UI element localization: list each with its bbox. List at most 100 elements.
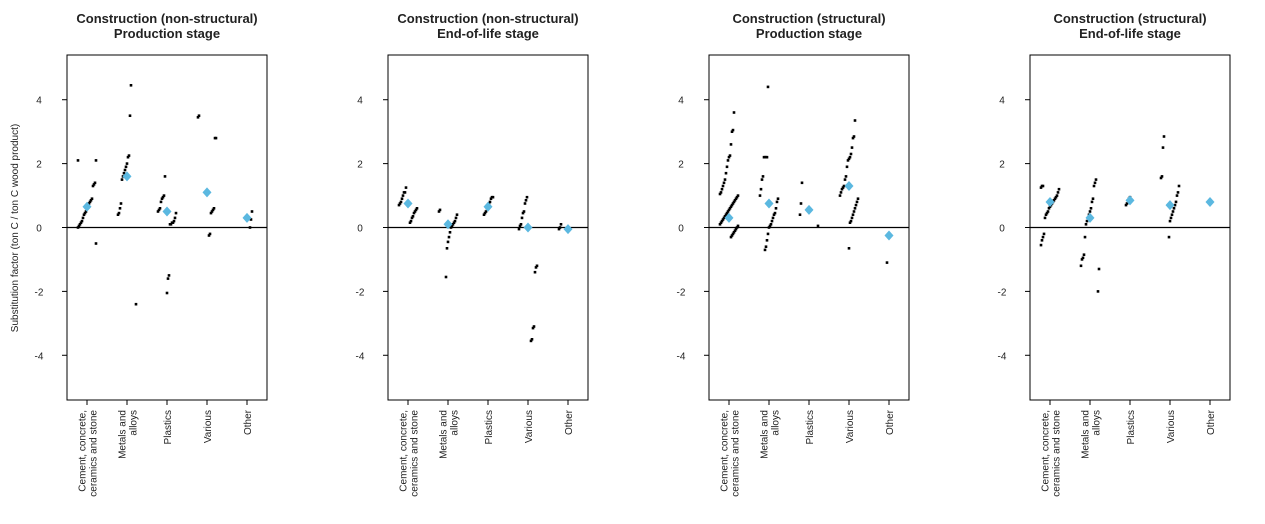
data-point <box>521 211 525 215</box>
mean-marker <box>202 187 212 198</box>
x-category-label: alloys <box>771 410 782 436</box>
panel-title: Construction (structural) <box>732 11 885 26</box>
data-point <box>533 270 537 274</box>
data-point <box>731 128 735 132</box>
data-point <box>1096 290 1100 293</box>
data-point <box>454 216 458 220</box>
data-point <box>847 157 851 161</box>
data-point <box>1176 191 1180 194</box>
data-point <box>764 245 768 248</box>
data-point <box>1056 191 1060 194</box>
data-point <box>79 221 83 224</box>
data-point <box>94 242 98 245</box>
data-point <box>840 187 844 191</box>
data-point <box>91 184 95 188</box>
data-point <box>1094 178 1098 181</box>
x-category-label: ceramics and stone <box>731 410 742 497</box>
data-point <box>532 325 536 328</box>
data-point <box>447 235 451 239</box>
data-point <box>842 184 846 188</box>
y-tick-label: 4 <box>36 96 42 107</box>
data-point <box>517 227 521 231</box>
data-point <box>731 232 735 236</box>
data-point <box>849 219 853 223</box>
data-point <box>446 240 450 244</box>
data-point <box>173 216 177 220</box>
panel-title: Construction (structural) <box>1053 11 1206 26</box>
data-point <box>1093 181 1097 185</box>
mean-marker <box>884 230 894 241</box>
data-point <box>170 221 174 224</box>
data-point <box>1039 186 1043 189</box>
data-point <box>776 197 780 200</box>
data-point <box>535 264 539 268</box>
data-point <box>78 223 82 226</box>
data-point <box>124 165 128 169</box>
data-point <box>397 203 401 207</box>
data-point <box>453 219 457 223</box>
data-point <box>413 210 417 213</box>
data-point <box>90 197 94 200</box>
data-point <box>1039 243 1043 247</box>
data-point <box>1171 210 1175 213</box>
data-point <box>851 136 855 140</box>
data-point <box>1174 200 1178 204</box>
x-category-label: alloys <box>1092 410 1103 436</box>
data-point <box>725 165 729 169</box>
data-point <box>733 199 737 202</box>
x-category-label: Metals and <box>118 410 129 459</box>
mean-marker <box>1085 212 1095 223</box>
data-point <box>760 178 764 181</box>
data-point <box>117 211 121 215</box>
data-point <box>1040 239 1044 242</box>
data-point <box>557 227 561 231</box>
data-point <box>166 277 170 280</box>
data-point <box>855 200 859 204</box>
data-point <box>1160 175 1164 178</box>
data-point <box>1045 211 1049 215</box>
y-tick-label: 0 <box>678 224 684 235</box>
data-point <box>800 181 804 185</box>
data-point <box>490 195 494 199</box>
data-point <box>158 207 162 210</box>
data-point <box>850 146 854 149</box>
data-point <box>120 178 124 181</box>
data-point <box>415 207 419 210</box>
data-point <box>81 216 85 220</box>
data-point <box>765 239 769 242</box>
data-point <box>726 159 730 162</box>
data-point <box>1089 207 1093 210</box>
data-point <box>856 197 860 200</box>
data-point <box>885 261 889 264</box>
data-point <box>559 223 563 226</box>
data-point <box>852 210 856 213</box>
data-point <box>1124 203 1128 207</box>
y-axis-label: Substitution factor (ton C / ton C wood … <box>10 124 21 332</box>
data-point <box>1168 219 1172 223</box>
data-point <box>450 224 454 228</box>
y-tick-label: 2 <box>357 160 363 171</box>
data-point <box>484 210 488 213</box>
mean-marker <box>1125 195 1135 206</box>
mean-marker <box>443 219 453 230</box>
panel-title: Production stage <box>756 26 862 41</box>
data-point <box>84 210 88 213</box>
panel-title: Construction (non-structural) <box>397 11 578 26</box>
data-point <box>530 338 534 341</box>
data-point <box>438 208 442 212</box>
mean-marker <box>844 180 854 191</box>
data-point <box>733 229 737 232</box>
data-point <box>843 178 847 181</box>
data-point <box>77 224 81 228</box>
x-category-label: Various <box>1166 410 1177 443</box>
data-point <box>1159 176 1163 180</box>
y-tick-label: -4 <box>356 351 365 362</box>
y-tick-label: -2 <box>998 287 1007 298</box>
mean-marker <box>563 224 573 235</box>
data-point <box>735 226 739 229</box>
data-point <box>197 114 201 117</box>
data-point <box>129 84 133 87</box>
data-point <box>727 155 731 159</box>
data-point <box>732 231 736 234</box>
data-point <box>558 226 562 229</box>
